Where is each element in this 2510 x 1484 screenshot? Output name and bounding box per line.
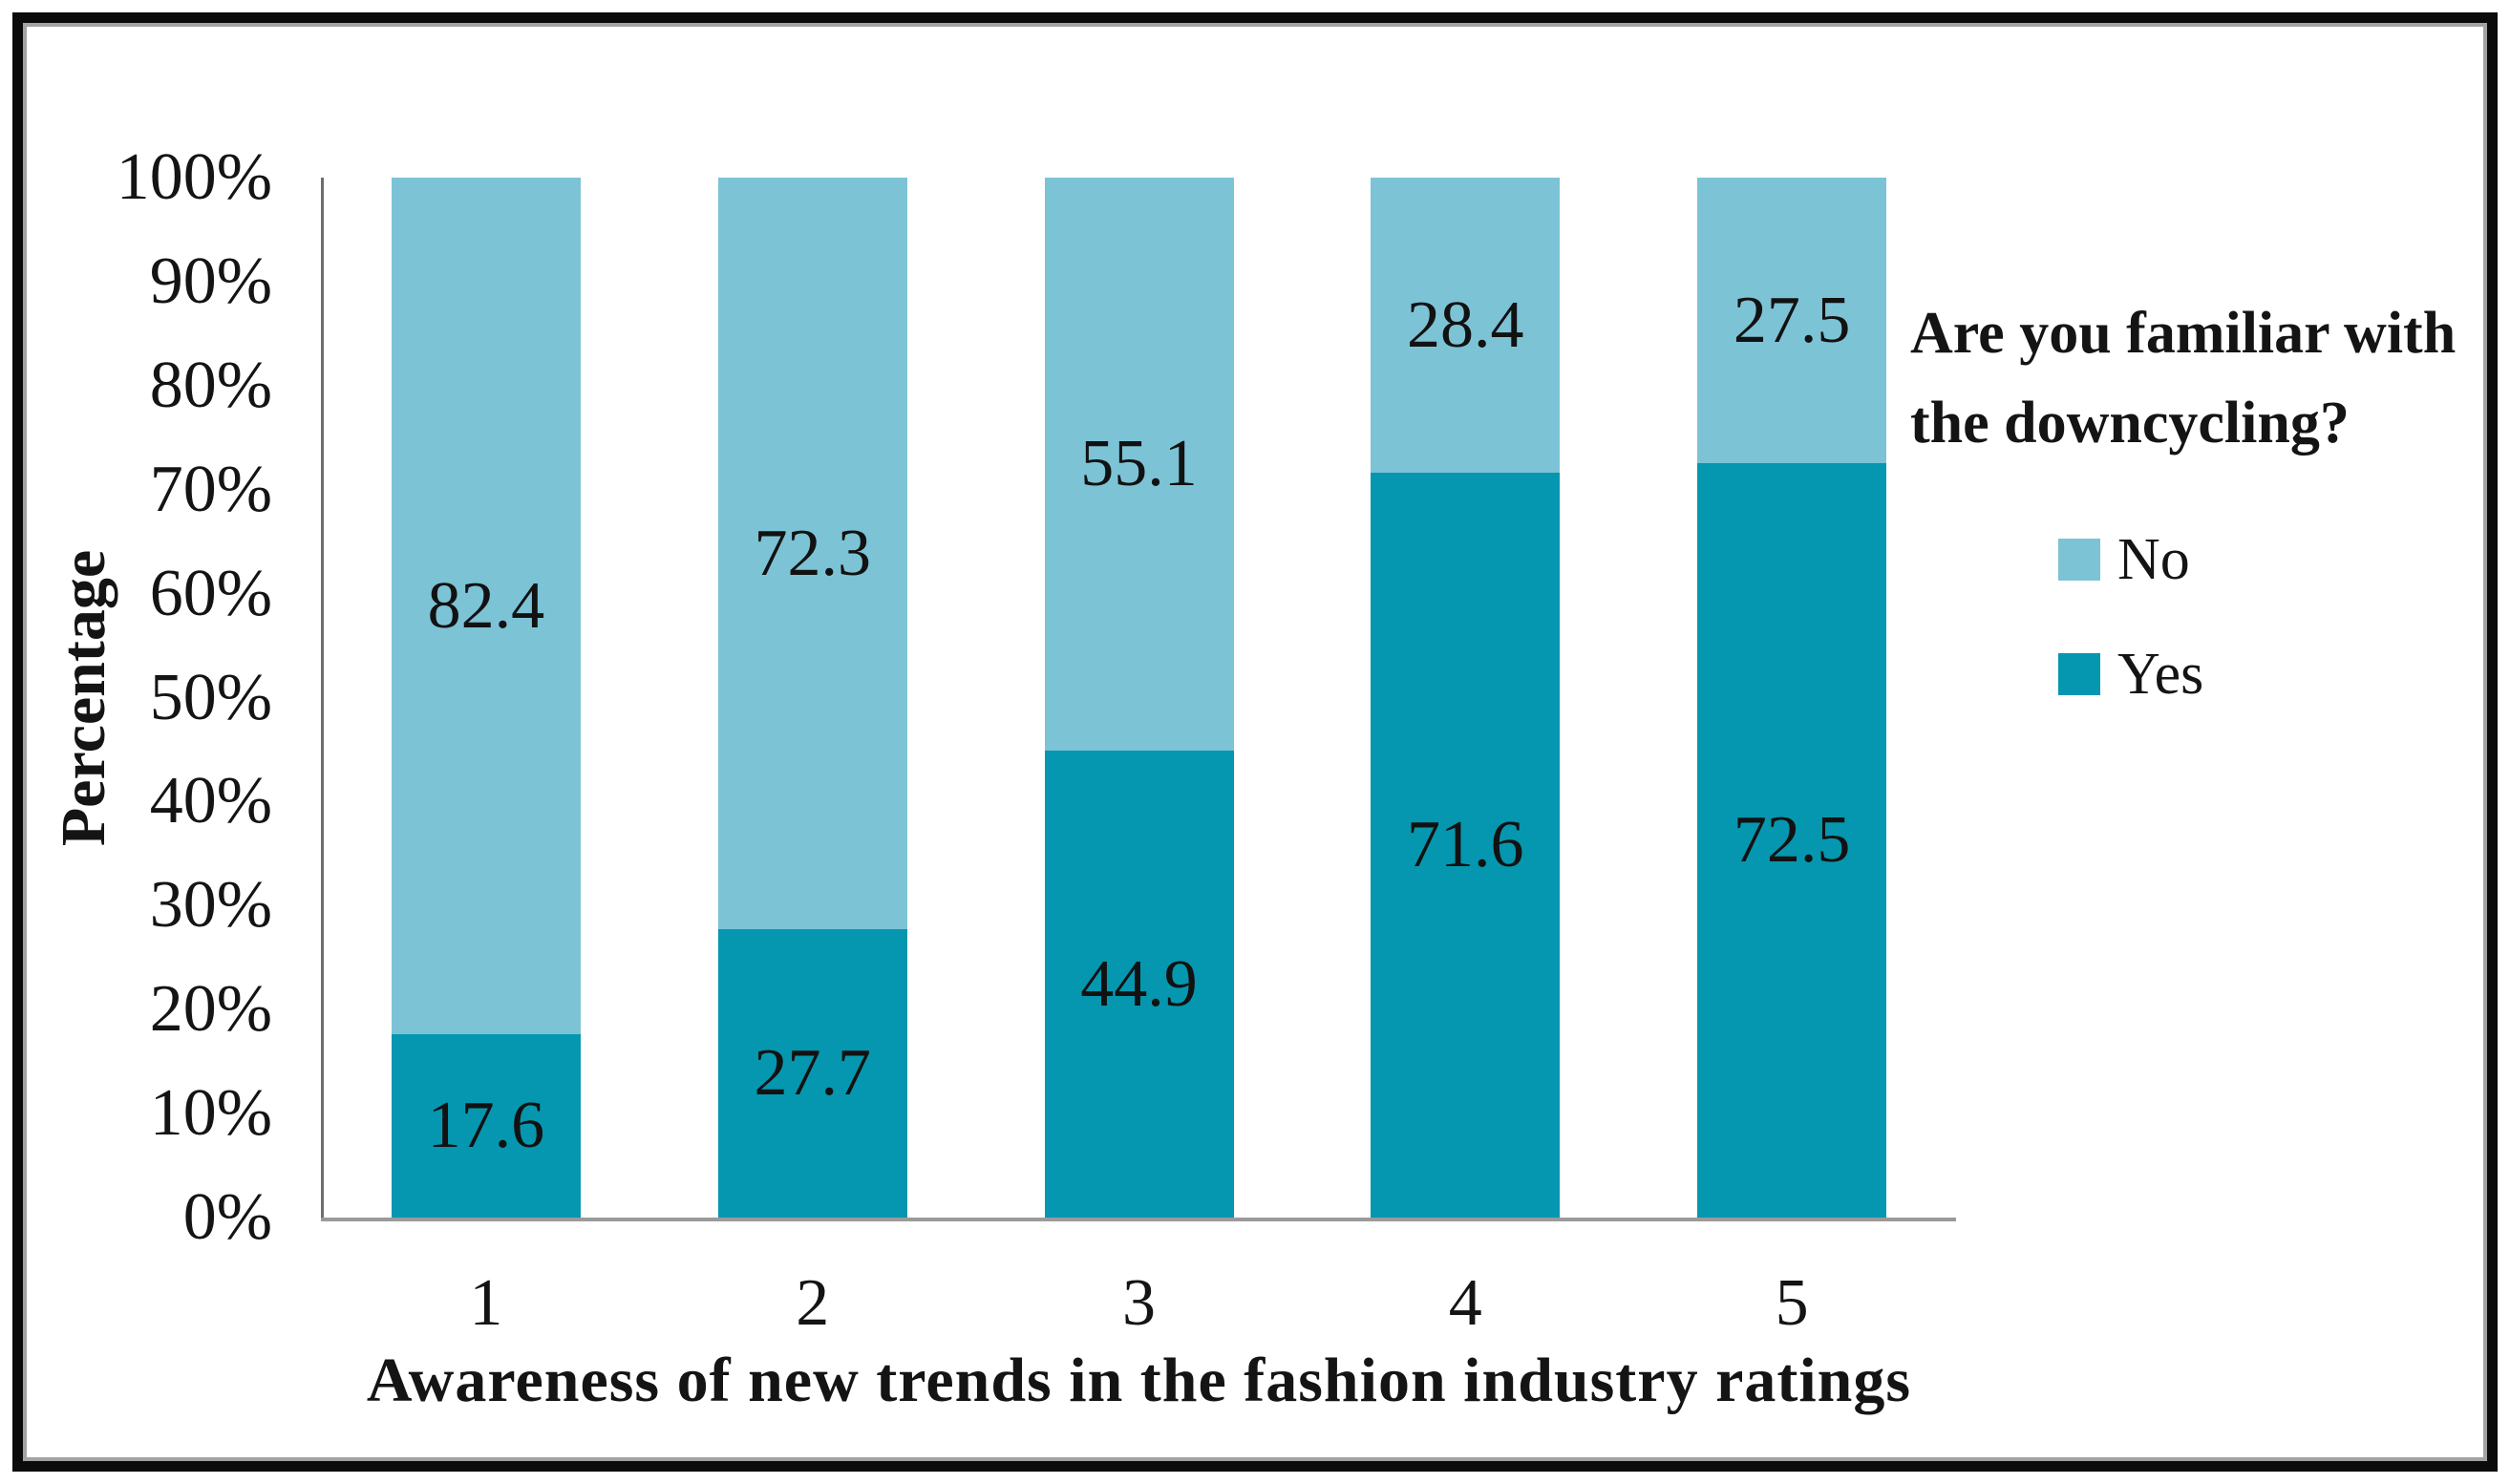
bar-column-4: 28.4 71.6 [1371, 178, 1561, 1218]
y-tick-30pct: 30% [149, 868, 272, 943]
bar-segment-no-5: 27.5 [1697, 178, 1887, 464]
bar-column-2: 72.3 27.7 [717, 178, 907, 1218]
legend-items: No Yes [1910, 521, 2464, 712]
data-label-yes-3: 44.9 [1080, 946, 1198, 1021]
data-label-yes-1: 17.6 [427, 1089, 545, 1163]
y-tick-50pct: 50% [149, 660, 272, 734]
x-tick-5: 5 [1775, 1266, 1809, 1340]
legend-label-yes: Yes [2117, 641, 2204, 707]
y-tick-100pct: 100% [116, 140, 272, 214]
y-tick-40pct: 40% [149, 764, 272, 838]
legend-title: Are you familiar with the downcycling? [1910, 301, 2457, 456]
y-tick-20pct: 20% [149, 972, 272, 1047]
y-tick-70pct: 70% [149, 452, 272, 526]
data-label-yes-2: 27.7 [754, 1036, 871, 1111]
bar-segment-no-3: 55.1 [1044, 178, 1234, 752]
bar-column-1: 82.4 17.6 [391, 178, 581, 1218]
y-tick-60pct: 60% [149, 556, 272, 630]
bar-segment-no-1: 82.4 [391, 178, 581, 1035]
bar-segment-yes-1: 17.6 [391, 1034, 581, 1218]
x-axis-title: Awareness of new trends in the fashion i… [366, 1346, 1912, 1415]
x-tick-1: 1 [469, 1266, 503, 1340]
data-label-no-3: 55.1 [1080, 427, 1198, 501]
legend: Are you familiar with the downcycling? N… [1910, 288, 2464, 751]
bar-segment-no-4: 28.4 [1371, 178, 1561, 474]
x-tick-2: 2 [796, 1266, 830, 1340]
y-axis-line [321, 178, 324, 1219]
bar-segment-no-2: 72.3 [717, 178, 907, 930]
data-label-no-4: 28.4 [1407, 287, 1524, 362]
x-tick-3: 3 [1121, 1266, 1156, 1340]
y-tick-80pct: 80% [149, 348, 272, 422]
data-label-yes-5: 72.5 [1733, 803, 1851, 878]
legend-item-yes: Yes [1910, 636, 2464, 712]
y-tick-10pct: 10% [149, 1076, 272, 1151]
data-label-no-1: 82.4 [427, 568, 545, 643]
legend-swatch-no [2058, 539, 2100, 581]
bar-column-5: 27.5 72.5 [1697, 178, 1887, 1218]
y-tick-0pct: 0% [182, 1180, 272, 1254]
x-axis-line [321, 1218, 1956, 1221]
bar-column-3: 55.1 44.9 [1044, 178, 1234, 1218]
bar-segment-yes-2: 27.7 [717, 929, 907, 1218]
x-tick-4: 4 [1448, 1266, 1482, 1340]
data-label-no-5: 27.5 [1733, 283, 1851, 357]
legend-label-no: No [2117, 526, 2190, 592]
y-tick-90pct: 90% [149, 244, 272, 318]
bar-segment-yes-5: 72.5 [1697, 463, 1887, 1218]
legend-item-no: No [1910, 521, 2464, 598]
data-label-no-2: 72.3 [754, 516, 871, 590]
bar-segment-yes-3: 44.9 [1044, 751, 1234, 1218]
bar-segment-yes-4: 71.6 [1371, 473, 1561, 1218]
legend-swatch-yes [2058, 653, 2100, 695]
data-label-yes-4: 71.6 [1407, 808, 1524, 882]
